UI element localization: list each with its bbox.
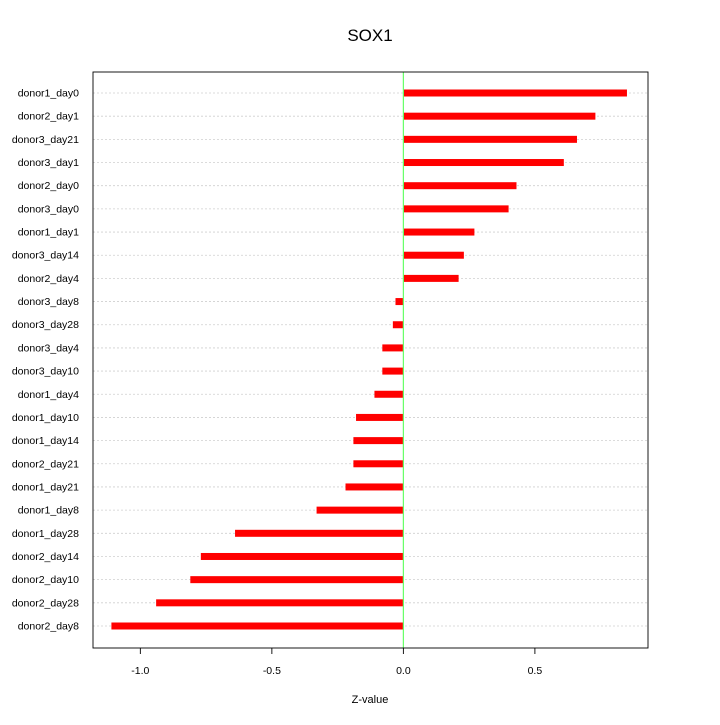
- bar-donor1_day0: [403, 89, 627, 97]
- x-tick-label: -0.5: [263, 665, 281, 677]
- bar-donor2_day4: [403, 274, 459, 282]
- x-tick-label: 0.0: [396, 665, 411, 677]
- bar-donor3_day14: [403, 251, 464, 259]
- plot-frame: [92, 71, 649, 649]
- category-label: donor1_day28: [12, 528, 79, 540]
- bar-donor1_day8: [316, 506, 404, 514]
- category-label: donor3_day10: [12, 366, 79, 378]
- category-label: donor2_day4: [18, 273, 79, 285]
- bar-donor2_day1: [403, 112, 596, 120]
- category-label: donor3_day1: [18, 157, 79, 169]
- bar-donor2_day0: [403, 182, 517, 190]
- bar-donor2_day14: [200, 552, 404, 560]
- bar-donor3_day1: [403, 159, 564, 167]
- bar-donor3_day8: [395, 298, 404, 306]
- bar-donor3_day28: [392, 321, 404, 329]
- bar-donor1_day4: [374, 390, 404, 398]
- category-label: donor2_day28: [12, 597, 79, 609]
- category-label: donor1_day1: [18, 227, 79, 239]
- category-label: donor1_day21: [12, 481, 79, 493]
- category-label: donor2_day14: [12, 551, 79, 563]
- bar-donor2_day21: [353, 460, 404, 468]
- x-axis-ticks: -1.0 -0.5 0.0 0.5: [131, 648, 542, 677]
- category-labels: donor1_day0 donor2_day1 donor3_day21 donor3…: [12, 88, 79, 633]
- chart-title: SOX1: [347, 26, 392, 45]
- category-label: donor3_day4: [18, 342, 79, 354]
- category-label: donor3_day14: [12, 250, 79, 262]
- category-label: donor2_day21: [12, 458, 79, 470]
- x-axis-label: Z-value: [352, 694, 389, 706]
- bar-donor2_day10: [190, 576, 404, 584]
- category-label: donor2_day8: [18, 621, 79, 633]
- bar-donor2_day28: [156, 599, 404, 607]
- bar-donor3_day0: [403, 205, 509, 213]
- bar-donor1_day10: [356, 413, 404, 421]
- bar-donor1_day1: [403, 228, 475, 236]
- category-label: donor2_day0: [18, 180, 79, 192]
- x-tick-label: -1.0: [131, 665, 149, 677]
- bar-donor3_day10: [382, 367, 404, 375]
- bar-donor3_day4: [382, 344, 404, 352]
- category-label: donor3_day8: [18, 296, 79, 308]
- bars: [111, 89, 627, 630]
- bar-donor1_day21: [345, 483, 404, 491]
- category-label: donor3_day28: [12, 319, 79, 331]
- category-label: donor1_day4: [18, 389, 79, 401]
- bar-donor1_day14: [353, 437, 404, 445]
- x-tick-label: 0.5: [528, 665, 543, 677]
- category-label: donor1_day0: [18, 88, 79, 100]
- category-label: donor1_day14: [12, 435, 79, 447]
- category-label: donor2_day10: [12, 574, 79, 586]
- category-label: donor2_day1: [18, 111, 79, 123]
- category-label: donor3_day0: [18, 203, 79, 215]
- bar-donor2_day8: [111, 622, 404, 630]
- grid-lines: [93, 92, 648, 627]
- category-label: donor1_day8: [18, 505, 79, 517]
- bar-donor1_day28: [235, 529, 404, 537]
- category-label: donor1_day10: [12, 412, 79, 424]
- bar-donor3_day21: [403, 135, 577, 143]
- category-label: donor3_day21: [12, 134, 79, 146]
